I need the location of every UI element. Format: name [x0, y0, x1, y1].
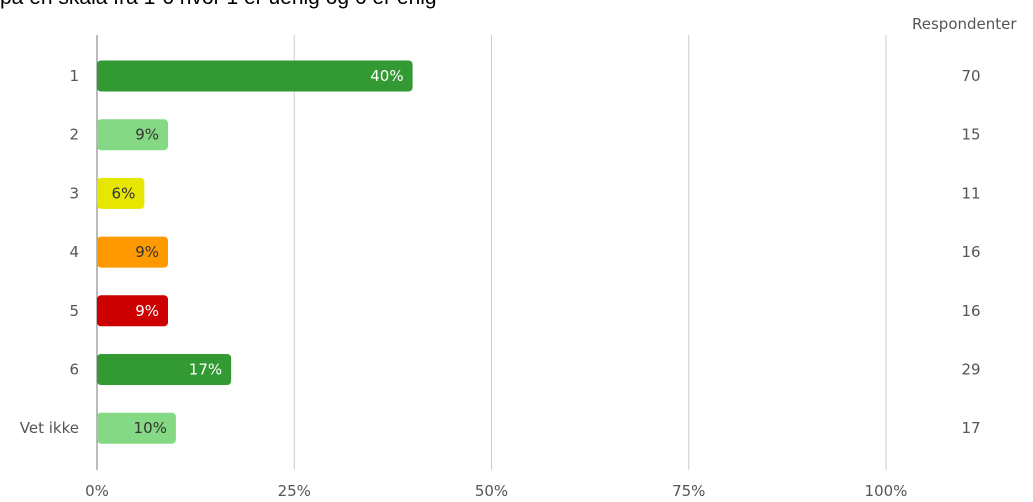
labels: 0% 25% 50% 75% 100% 1 40% 70 2 9% 15 3 6% 11 4 9% 16 5 9% 1…	[20, 67, 981, 500]
bar-4	[97, 236, 169, 268]
x-tick-label: 75%	[672, 482, 705, 500]
bar-value-label: 10%	[134, 419, 167, 437]
respondent-count: 29	[961, 361, 980, 379]
x-tick-label: 0%	[85, 482, 109, 500]
bar-6	[97, 354, 232, 385]
chart-title: på en skala fra 1-6 hvor 1 er uenig og 6…	[0, 0, 437, 10]
gridlines	[96, 35, 887, 470]
category-label: 4	[69, 243, 79, 261]
category-label: Vet ikke	[20, 419, 79, 437]
respondent-count: 15	[961, 126, 980, 144]
category-label: 5	[69, 302, 79, 320]
x-tick-label: 50%	[475, 482, 508, 500]
x-tick-label: 100%	[865, 482, 908, 500]
bar-value-label: 6%	[112, 184, 136, 202]
bar-value-label: 17%	[189, 361, 222, 379]
respondents-header: Respondenter	[912, 15, 1017, 33]
bar-value-label: 9%	[135, 126, 159, 144]
bar-vet-ikke	[97, 412, 176, 444]
bar-1	[97, 60, 413, 92]
respondent-count: 16	[961, 302, 980, 320]
bars	[97, 60, 413, 444]
bar-value-label: 9%	[135, 302, 159, 320]
respondent-count: 70	[961, 67, 980, 85]
x-tick-label: 25%	[278, 482, 311, 500]
bar-2	[97, 119, 169, 151]
bar-3	[97, 177, 145, 209]
respondent-count: 11	[961, 184, 980, 202]
bar-value-label: 9%	[135, 243, 159, 261]
bar-value-label: 40%	[370, 67, 403, 85]
category-label: 1	[69, 67, 79, 85]
respondent-count: 16	[961, 243, 980, 261]
bar-5	[97, 295, 169, 327]
category-label: 3	[69, 184, 79, 202]
category-label: 6	[69, 361, 79, 379]
category-label: 2	[69, 126, 79, 144]
respondent-count: 17	[961, 419, 980, 437]
